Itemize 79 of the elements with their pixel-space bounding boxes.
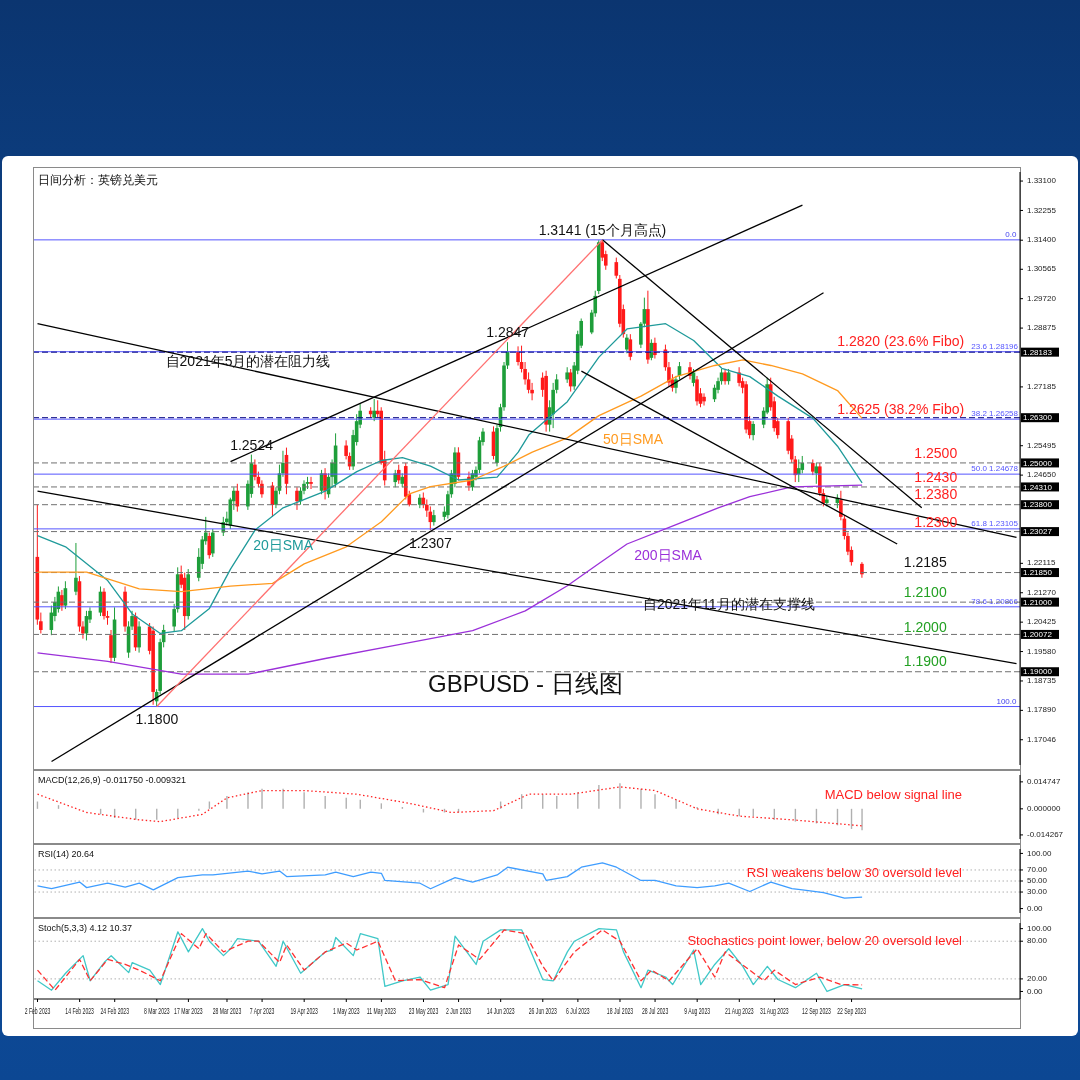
ref-line-label: 1.28183	[1023, 347, 1053, 357]
ref-line-label: 1.21000	[1023, 597, 1053, 607]
y-tick-label: 1.17890	[1027, 705, 1057, 715]
ref-line-label: 50.0 1.24678	[971, 464, 1019, 474]
y-tick-label: 70.00	[1027, 865, 1048, 875]
y-tick-label: 1.21270	[1027, 587, 1057, 597]
y-tick-label: 1.32255	[1027, 205, 1057, 215]
y-tick-label: 1.20425	[1027, 617, 1057, 627]
ref-line-label: 61.8 1.23105	[971, 518, 1019, 528]
y-tick-label: 1.29720	[1027, 293, 1057, 303]
y-tick-label: 30.00	[1027, 887, 1048, 897]
candlestick	[210, 528, 215, 558]
y-tick-label: 0.014747	[1027, 776, 1061, 786]
y-tick-label: 20.00	[1027, 974, 1048, 984]
candlestick	[751, 420, 755, 441]
annotation: 1.1800	[135, 711, 179, 728]
y-tick-label: 1.19580	[1027, 646, 1057, 656]
ref-line-label: 38.2 1.26258	[971, 409, 1019, 419]
annotation: 1.2524	[230, 436, 274, 453]
ref-line-label: 1.23800	[1023, 500, 1053, 510]
y-tick-label: 1.17046	[1027, 734, 1057, 744]
annotation: 1.2430	[914, 469, 958, 485]
annotation: 1.2100	[903, 583, 947, 600]
chart-title: MACD(12,26,9) -0.011750 -0.009321	[38, 775, 186, 785]
candlestick	[74, 542, 78, 596]
y-tick-label: 1.27185	[1027, 382, 1057, 391]
candlestick	[137, 620, 141, 654]
y-tick-label: 1.30565	[1027, 264, 1057, 274]
ref-line-label: 78.6 1.20866	[971, 596, 1019, 606]
annotation: 0.0	[1005, 229, 1018, 239]
y-tick-label: 0.00	[1027, 903, 1044, 913]
annotation: MACD below signal line	[824, 787, 962, 802]
y-tick-label: 50.00	[1027, 876, 1048, 886]
annotation: 1.2380	[914, 486, 958, 503]
candlestick	[207, 532, 212, 560]
chart-title: RSI(14) 20.64	[38, 849, 95, 859]
candlestick	[695, 375, 699, 407]
annotation: RSI weakens below 30 oversold level	[746, 865, 962, 880]
y-tick-label: 1.25495	[1027, 440, 1057, 450]
annotation: Stochastics point lower, below 20 oversold level	[687, 933, 962, 948]
series-label: 50日SMA	[603, 430, 664, 447]
ref-line-label: 1.21850	[1023, 568, 1053, 578]
y-tick-label: 100.00	[1027, 848, 1053, 858]
candlestick	[109, 629, 113, 664]
y-tick-label: 0.000000	[1027, 803, 1061, 813]
y-tick-label: 1.18735	[1027, 676, 1057, 686]
chart-title: Stoch(5,3,3) 4.12 10.37	[38, 923, 133, 933]
y-tick-label: 1.24650	[1027, 470, 1057, 480]
y-tick-label: 100.00	[1027, 923, 1053, 933]
ref-line-label: 23.6 1.28196	[971, 341, 1019, 351]
y-tick-label: 1.28875	[1027, 323, 1057, 333]
y-tick-label: 1.33100	[1027, 176, 1057, 186]
ref-line-label: 1.25000	[1023, 458, 1053, 468]
y-tick-label: 80.00	[1027, 936, 1048, 946]
ref-line-label: 1.19000	[1023, 667, 1053, 677]
annotation: 1.1900	[903, 653, 947, 670]
annotation: 1.2185	[903, 554, 947, 571]
y-tick-label: -0.014267	[1027, 830, 1064, 840]
y-tick-label: 1.31400	[1027, 235, 1057, 245]
line-series	[36, 862, 863, 899]
candlestick	[702, 392, 706, 407]
candlestick	[625, 333, 629, 354]
annotation: 1.3141 (15个月高点)	[538, 221, 667, 238]
ref-line-label: 1.26300	[1023, 413, 1053, 423]
ref-line-label: 1.23027	[1023, 527, 1053, 537]
series-label: 200日SMA	[634, 547, 703, 564]
text: GBPUSD - 日线图	[428, 669, 623, 699]
ref-line-label: 1.20072	[1023, 630, 1053, 640]
annotation: 1.2820 (23.6% Fibo)	[837, 333, 965, 350]
chart-title: 日间分析：英镑兑美元	[38, 172, 158, 189]
y-tick-label: 1.22115	[1027, 558, 1056, 568]
y-tick-label: 0.00	[1027, 986, 1044, 996]
annotation: 1.2307	[409, 534, 453, 551]
line-series	[36, 786, 863, 827]
series-label: 20日SMA	[253, 536, 314, 553]
annotation: 1.2000	[903, 618, 947, 635]
annotation: 1.2500	[914, 444, 958, 461]
annotation: 100.0	[996, 696, 1018, 706]
ref-line-label: 1.24310	[1023, 482, 1053, 492]
